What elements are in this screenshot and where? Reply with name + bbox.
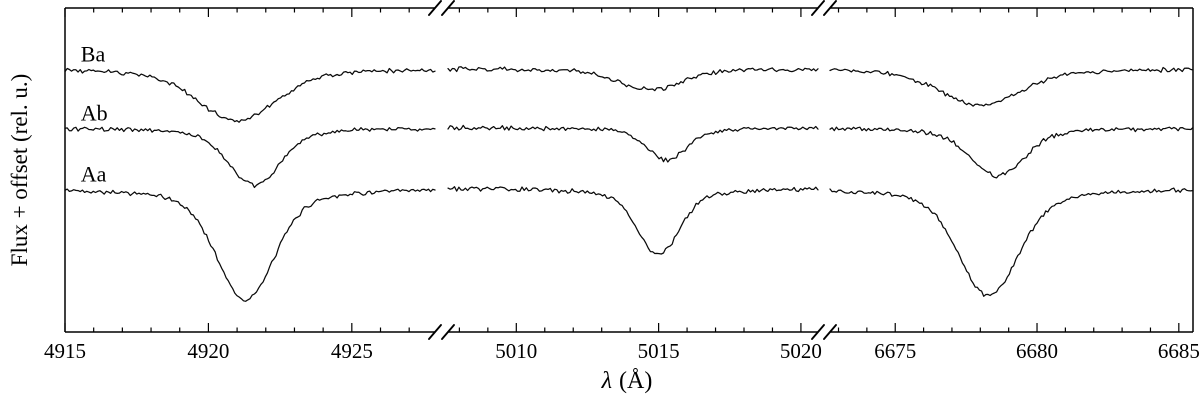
spectrum-curve-Ab [447, 124, 819, 163]
spectrum-curve-Ba [64, 67, 436, 123]
tick-label: 5015 [638, 339, 680, 363]
axis-break-mark [823, 324, 837, 340]
tick-label: 6675 [874, 339, 916, 363]
tick-label: 4925 [331, 339, 373, 363]
axis-break-mark [811, 324, 825, 340]
tick-label: 6685 [1158, 339, 1200, 363]
spectrum-curve-Ab [829, 126, 1194, 179]
spectrum-curve-Ba [447, 66, 819, 92]
spectrum-curve-Aa [64, 188, 436, 302]
tick-label: 5020 [780, 339, 822, 363]
x-axis-label-units: (Å) [619, 368, 653, 394]
axis-break-mark [428, 324, 442, 340]
x-axis-label: λ (Å) [602, 368, 653, 395]
axis-break-mark [441, 324, 455, 340]
axis-break-mark [823, 0, 837, 16]
spectrum-curve-Ba [829, 66, 1194, 107]
axis-break-mark [428, 0, 442, 16]
series-label-Ba: Ba [81, 42, 106, 67]
series-label-Ab: Ab [81, 101, 108, 126]
axis-break-mark [441, 0, 455, 16]
tick-label: 4920 [187, 339, 229, 363]
axis-break-mark [811, 0, 825, 16]
tick-label: 4915 [44, 339, 86, 363]
spectrum-curve-Ab [64, 126, 436, 189]
spectrum-curve-Aa [447, 186, 819, 255]
tick-label: 5010 [495, 339, 537, 363]
y-axis-label: Flux + offset (rel. u.) [7, 73, 32, 267]
tick-label: 6680 [1016, 339, 1058, 363]
series-label-Aa: Aa [81, 161, 107, 186]
spectrum-curve-Aa [829, 187, 1194, 297]
x-axis-label-lambda: λ [601, 368, 613, 394]
